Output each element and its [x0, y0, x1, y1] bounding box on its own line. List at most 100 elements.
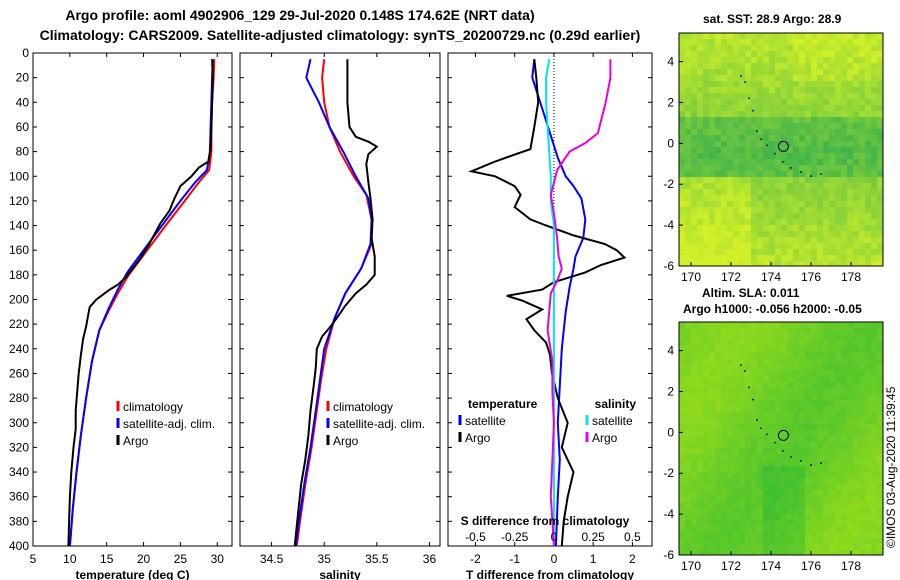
map-cell	[763, 45, 769, 51]
map-cell	[847, 129, 853, 135]
map-cell	[733, 370, 739, 376]
map-cell	[703, 165, 709, 171]
map-cell	[817, 225, 823, 231]
map-cell	[697, 255, 703, 261]
map-cell	[841, 436, 847, 442]
map-cell	[685, 502, 691, 508]
map-cell	[829, 436, 835, 442]
map-cell	[769, 322, 775, 328]
map-cell	[853, 243, 859, 249]
map-track-point	[740, 364, 742, 366]
map-cell	[781, 406, 787, 412]
map-cell	[847, 231, 853, 237]
map-cell	[757, 550, 763, 555]
map-cell	[799, 406, 805, 412]
map-cell	[871, 207, 877, 213]
map-cell	[763, 249, 769, 255]
map-cell	[871, 171, 877, 177]
map-cell	[805, 448, 811, 454]
map-cell	[721, 63, 727, 69]
map-cell	[739, 243, 745, 249]
map-cell	[757, 484, 763, 490]
map-cell	[769, 213, 775, 219]
map-cell	[835, 213, 841, 219]
map-cell	[823, 394, 829, 400]
map-cell	[835, 57, 841, 63]
map-cell	[805, 189, 811, 195]
map-cell	[679, 51, 685, 57]
map-cell	[739, 153, 745, 159]
map-cell	[871, 514, 877, 520]
map-cell	[763, 231, 769, 237]
map-cell	[859, 45, 865, 51]
map-cell	[835, 388, 841, 394]
map-cell	[751, 520, 757, 526]
map-cell	[835, 358, 841, 364]
map-cell	[805, 364, 811, 370]
map-cell	[685, 261, 691, 266]
map-cell	[811, 394, 817, 400]
map-cell	[757, 340, 763, 346]
map-cell	[727, 213, 733, 219]
map-cell	[787, 51, 793, 57]
map-cell	[853, 45, 859, 51]
map-cell	[835, 484, 841, 490]
map-cell	[733, 231, 739, 237]
map-cell	[751, 45, 757, 51]
map-cell	[841, 466, 847, 472]
map-track-point	[744, 370, 746, 372]
map-cell	[799, 105, 805, 111]
map-cell	[865, 376, 871, 382]
map-cell	[865, 225, 871, 231]
map-cell	[763, 219, 769, 225]
map-cell	[769, 526, 775, 532]
map-cell	[721, 219, 727, 225]
map-cell	[805, 159, 811, 165]
map-cell	[877, 436, 883, 442]
x-tick-label: 30	[211, 552, 225, 566]
map-cell	[799, 213, 805, 219]
map-cell	[799, 63, 805, 69]
map-cell	[685, 45, 691, 51]
map-cell	[799, 502, 805, 508]
map-cell	[829, 526, 835, 532]
map-cell	[721, 255, 727, 261]
map-cell	[685, 225, 691, 231]
map-cell	[793, 388, 799, 394]
map-cell	[853, 442, 859, 448]
map-cell	[799, 328, 805, 334]
map-cell	[877, 189, 883, 195]
map-cell	[823, 484, 829, 490]
map-cell	[859, 424, 865, 430]
map-cell	[799, 183, 805, 189]
map-cell	[691, 129, 697, 135]
map-cell	[685, 123, 691, 129]
map-cell	[697, 328, 703, 334]
map-cell	[715, 243, 721, 249]
map-cell	[835, 370, 841, 376]
map-cell	[745, 99, 751, 105]
map-cell	[835, 87, 841, 93]
map-cell	[757, 472, 763, 478]
map-cell	[691, 490, 697, 496]
map-cell	[697, 153, 703, 159]
map-cell	[763, 436, 769, 442]
map-cell	[715, 544, 721, 550]
map-cell	[871, 382, 877, 388]
map-cell	[787, 460, 793, 466]
x-tick-label: 34.5	[260, 552, 284, 566]
map-cell	[877, 225, 883, 231]
map-cell	[865, 33, 871, 39]
map-cell	[691, 526, 697, 532]
map-cell	[697, 430, 703, 436]
map-cell	[697, 81, 703, 87]
map-cell	[871, 153, 877, 159]
map-cell	[829, 249, 835, 255]
map-cell	[859, 436, 865, 442]
map-cell	[763, 117, 769, 123]
map-cell	[733, 400, 739, 406]
map-cell	[691, 171, 697, 177]
map-cell	[829, 340, 835, 346]
map-cell	[787, 57, 793, 63]
map-cell	[715, 201, 721, 207]
